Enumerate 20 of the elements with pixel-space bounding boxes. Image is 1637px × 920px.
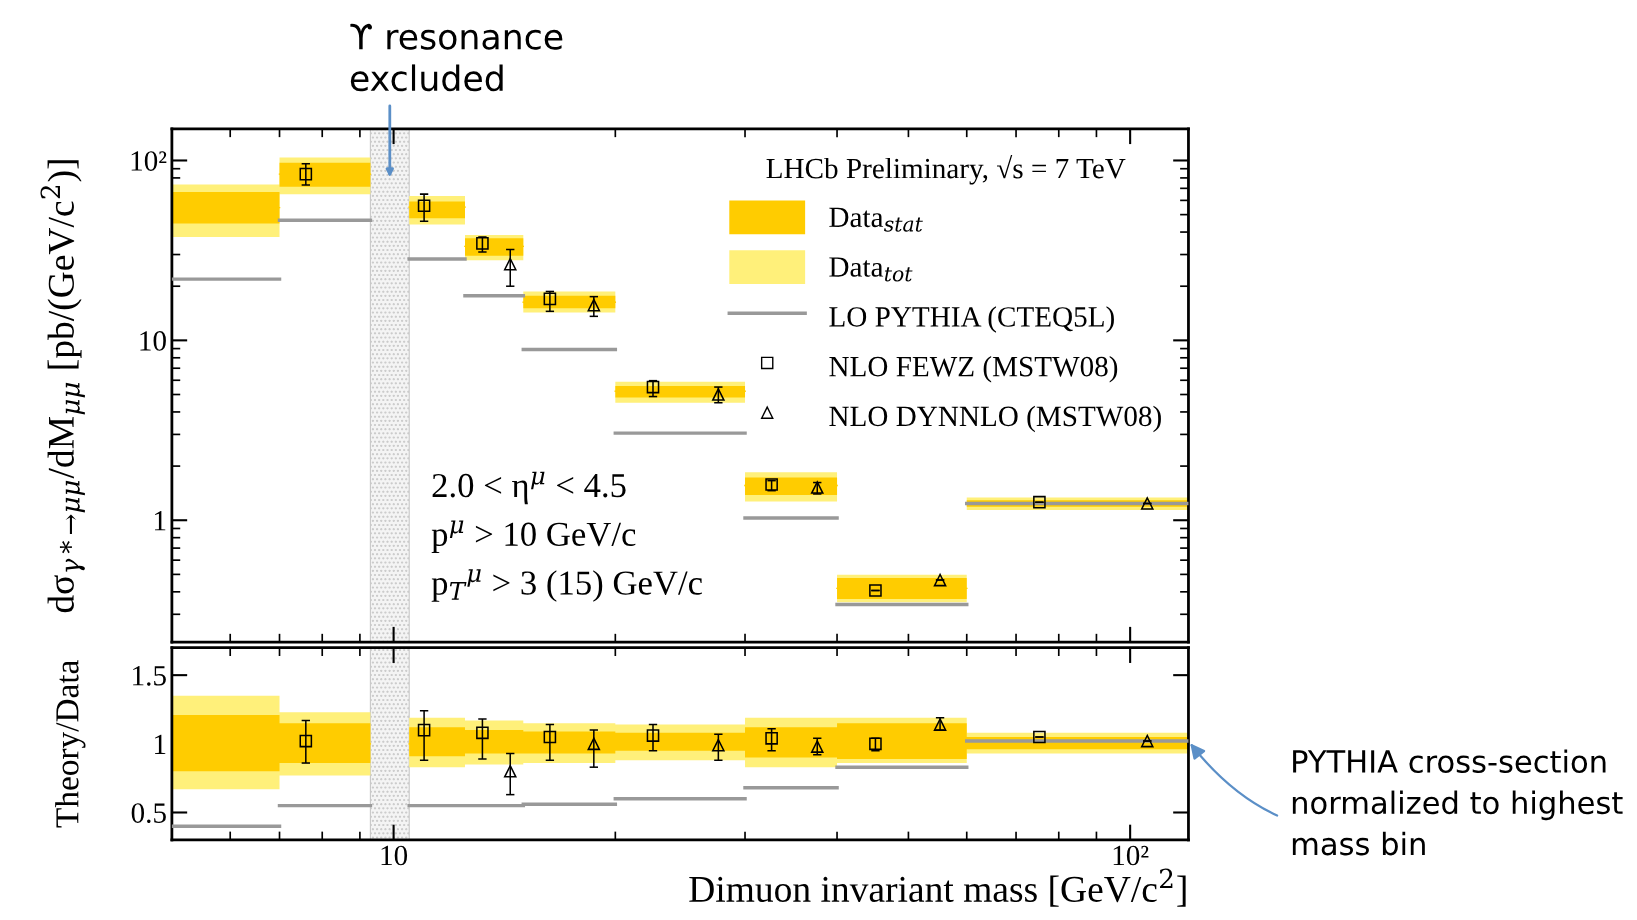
annotation: 2.0 < η$^{μ}$ < 4.5 bbox=[432, 471, 626, 505]
annotation: PYTHIA cross-section normalized to highest mass bin bbox=[1292, 749, 1623, 856]
y-tick-label: 10 bbox=[140, 331, 166, 351]
y-axis-title: Theory/Data bbox=[55, 660, 86, 828]
y-tick-label: 1 bbox=[155, 734, 166, 754]
y-tick-label: 10² bbox=[131, 151, 167, 171]
legend-label: Data$_{tot}$ bbox=[829, 257, 913, 282]
y-axis-title: dσ$_{γ*→μμ}$/dM$_{μμ}$ [pb/(GeV/c$^{2}$)] bbox=[40, 160, 85, 613]
legend-label: Data$_{stat}$ bbox=[829, 207, 923, 232]
legend-label: LO PYTHIA (CTEQ5L) bbox=[829, 306, 1114, 333]
annotation: p$^{μ}$ > 10 GeV/c bbox=[431, 520, 636, 554]
y-tick-label: 1 bbox=[155, 511, 166, 531]
legend-label: NLO FEWZ (MSTW08) bbox=[829, 355, 1118, 383]
legend-title: LHCb Preliminary, √s = 7 TeV bbox=[766, 155, 1126, 185]
x-axis-title: Dimuon invariant mass [GeV/c$^{2}$] bbox=[689, 868, 1186, 907]
y-tick-label: 0.5 bbox=[131, 803, 166, 824]
y-tick-label: 1.5 bbox=[133, 666, 166, 686]
annotation: p$_{T}$$^{μ}$ > 3 (15) GeV/c bbox=[431, 569, 702, 602]
text: ϒ resonance excluded bbox=[350, 23, 563, 92]
legend-label: NLO DYNNLO (MSTW08) bbox=[829, 405, 1161, 433]
